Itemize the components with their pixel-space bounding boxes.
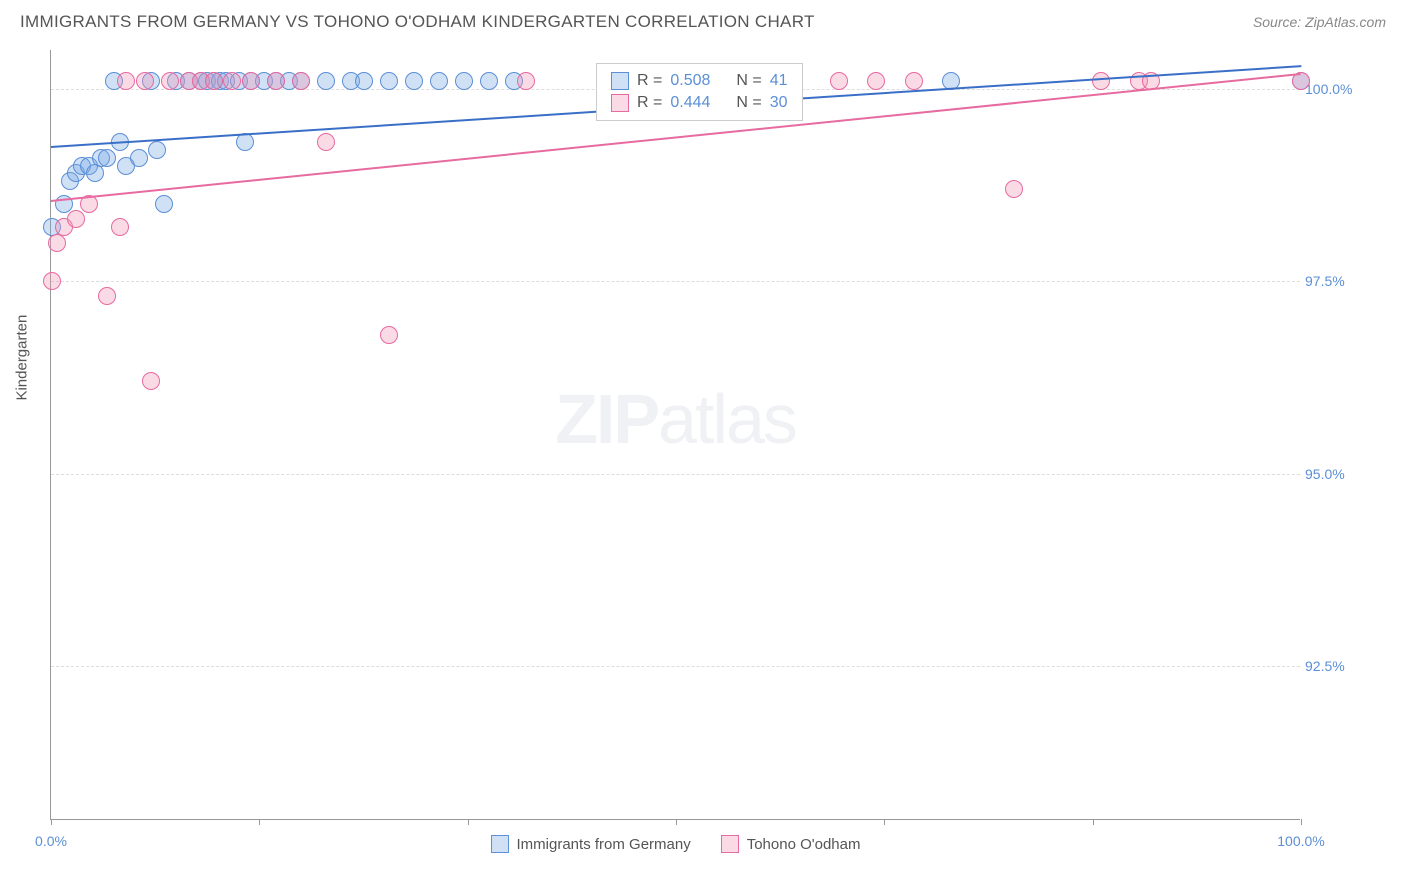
chart-title: IMMIGRANTS FROM GERMANY VS TOHONO O'ODHA… bbox=[20, 12, 815, 32]
legend-swatch bbox=[721, 835, 739, 853]
legend-n-label: N = bbox=[736, 94, 761, 112]
x-tick bbox=[884, 819, 885, 825]
series-legend-item: Immigrants from Germany bbox=[491, 835, 691, 853]
legend-r-label: R = bbox=[637, 72, 662, 90]
data-point bbox=[905, 72, 923, 90]
legend-r-value: 0.444 bbox=[670, 94, 710, 112]
legend-swatch bbox=[491, 835, 509, 853]
series-legend-item: Tohono O'odham bbox=[721, 835, 861, 853]
data-point bbox=[111, 218, 129, 236]
gridline bbox=[51, 281, 1300, 282]
data-point bbox=[142, 372, 160, 390]
chart-container: Kindergarten ZIPatlas 100.0%97.5%95.0%92… bbox=[50, 50, 1360, 820]
data-point bbox=[205, 72, 223, 90]
watermark: ZIPatlas bbox=[555, 379, 796, 459]
data-point bbox=[1092, 72, 1110, 90]
y-axis-label: Kindergarten bbox=[14, 315, 31, 401]
data-point bbox=[1005, 180, 1023, 198]
stats-legend: R = 0.508 N = 41 R = 0.444 N = 30 bbox=[596, 63, 803, 121]
data-point bbox=[86, 164, 104, 182]
data-point bbox=[130, 149, 148, 167]
x-tick-label: 0.0% bbox=[35, 833, 67, 849]
legend-n-value: 30 bbox=[770, 94, 788, 112]
x-tick bbox=[1301, 819, 1302, 825]
data-point bbox=[867, 72, 885, 90]
x-tick bbox=[468, 819, 469, 825]
data-point bbox=[455, 72, 473, 90]
y-tick-label: 97.5% bbox=[1305, 273, 1360, 289]
legend-row: R = 0.444 N = 30 bbox=[611, 92, 788, 114]
data-point bbox=[355, 72, 373, 90]
data-point bbox=[517, 72, 535, 90]
data-point bbox=[317, 72, 335, 90]
legend-swatch bbox=[611, 72, 629, 90]
data-point bbox=[380, 326, 398, 344]
data-point bbox=[267, 72, 285, 90]
data-point bbox=[380, 72, 398, 90]
data-point bbox=[430, 72, 448, 90]
data-point bbox=[67, 210, 85, 228]
data-point bbox=[480, 72, 498, 90]
gridline bbox=[51, 474, 1300, 475]
data-point bbox=[48, 234, 66, 252]
data-point bbox=[236, 133, 254, 151]
y-tick-label: 92.5% bbox=[1305, 658, 1360, 674]
data-point bbox=[292, 72, 310, 90]
data-point bbox=[148, 141, 166, 159]
data-point bbox=[830, 72, 848, 90]
data-point bbox=[242, 72, 260, 90]
chart-source: Source: ZipAtlas.com bbox=[1253, 14, 1386, 30]
x-tick bbox=[259, 819, 260, 825]
y-tick-label: 95.0% bbox=[1305, 466, 1360, 482]
x-tick bbox=[1093, 819, 1094, 825]
series-legend: Immigrants from Germany Tohono O'odham bbox=[491, 835, 861, 853]
gridline bbox=[51, 666, 1300, 667]
legend-r-label: R = bbox=[637, 94, 662, 112]
data-point bbox=[161, 72, 179, 90]
series-name: Tohono O'odham bbox=[747, 836, 861, 853]
data-point bbox=[136, 72, 154, 90]
series-name: Immigrants from Germany bbox=[517, 836, 691, 853]
legend-n-label: N = bbox=[736, 72, 761, 90]
data-point bbox=[155, 195, 173, 213]
x-tick bbox=[676, 819, 677, 825]
legend-r-value: 0.508 bbox=[670, 72, 710, 90]
legend-n-value: 41 bbox=[770, 72, 788, 90]
data-point bbox=[117, 72, 135, 90]
plot-area: ZIPatlas 100.0%97.5%95.0%92.5%0.0%100.0%… bbox=[50, 50, 1300, 820]
y-tick-label: 100.0% bbox=[1305, 81, 1360, 97]
data-point bbox=[223, 72, 241, 90]
legend-swatch bbox=[611, 94, 629, 112]
x-tick-label: 100.0% bbox=[1277, 833, 1324, 849]
data-point bbox=[43, 272, 61, 290]
chart-header: IMMIGRANTS FROM GERMANY VS TOHONO O'ODHA… bbox=[0, 0, 1406, 40]
data-point bbox=[405, 72, 423, 90]
data-point bbox=[98, 149, 116, 167]
legend-row: R = 0.508 N = 41 bbox=[611, 70, 788, 92]
x-tick bbox=[51, 819, 52, 825]
data-point bbox=[317, 133, 335, 151]
data-point bbox=[98, 287, 116, 305]
